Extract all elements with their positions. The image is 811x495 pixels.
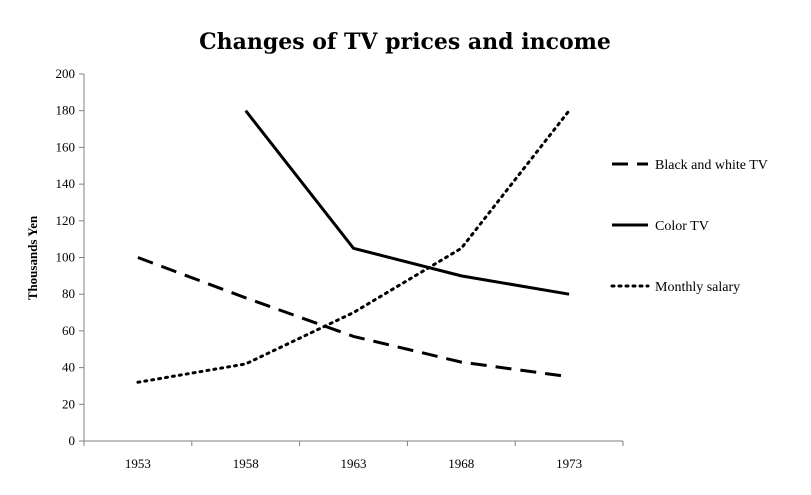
y-tick-label: 80: [62, 286, 75, 301]
y-tick-label: 160: [56, 139, 76, 154]
y-tick-label: 0: [69, 433, 76, 448]
y-tick-label: 200: [56, 66, 76, 81]
y-tick-label: 140: [56, 176, 76, 191]
legend-label: Monthly salary: [655, 280, 740, 295]
y-tick-label: 120: [56, 213, 76, 228]
series-line-black-and-white-tv: [137, 256, 570, 379]
axes: 0 20 40 60 80 100 120 140 160 180 200 1953 1958 1963 1…: [56, 66, 624, 471]
x-tick-label: 1953: [125, 456, 151, 471]
y-tick-label: 40: [62, 360, 75, 375]
x-tick-label: 1973: [556, 456, 582, 471]
y-tick-label: 100: [56, 250, 76, 265]
y-axis-label: Thousands Yen: [25, 215, 40, 300]
series-line-monthly-salary: [136, 109, 571, 384]
legend-label: Color TV: [655, 219, 709, 234]
chart-title: Changes of TV prices and income: [199, 29, 611, 55]
y-tick-label: 60: [62, 323, 75, 338]
x-tick-label: 1963: [341, 456, 367, 471]
y-tick-label: 180: [56, 103, 76, 118]
legend-label: Black and white TV: [655, 158, 768, 173]
series-line-color-tv: [244, 109, 570, 296]
x-tick-label: 1968: [448, 456, 474, 471]
y-tick-label: 20: [62, 396, 75, 411]
legend: Black and white TV Color TV Monthly salary: [610, 158, 768, 295]
x-tick-label: 1958: [233, 456, 259, 471]
series-layer: [136, 109, 571, 384]
